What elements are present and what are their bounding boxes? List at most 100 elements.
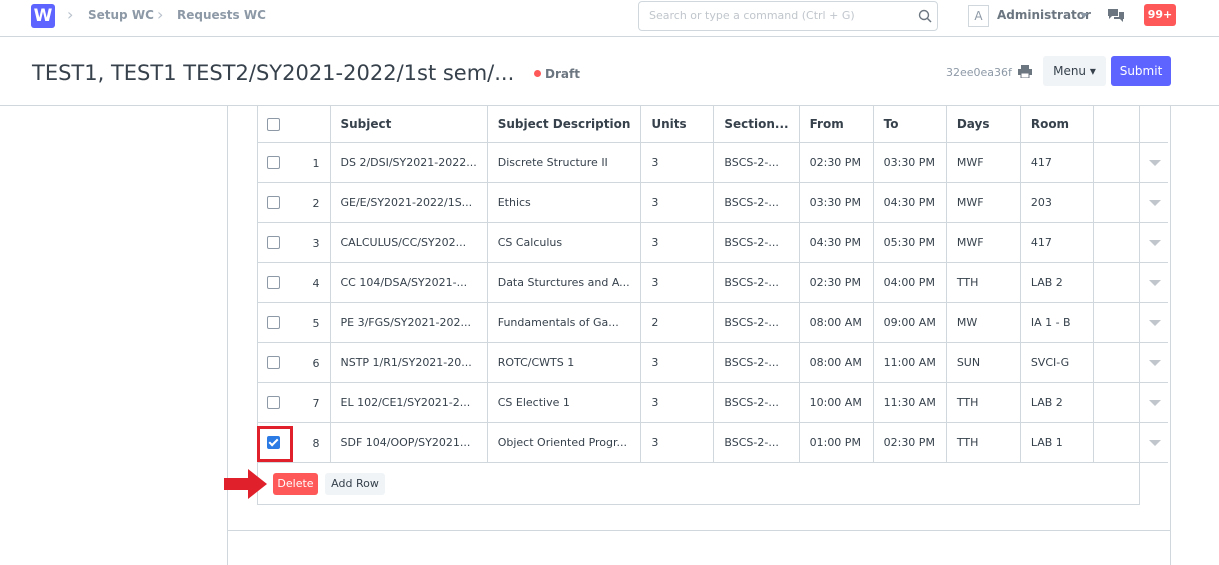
table-cell[interactable]: Fundamentals of Ga... — [486, 302, 642, 343]
user-menu[interactable]: Administrator — [997, 8, 1091, 22]
table-cell[interactable]: BSCS-2-... — [713, 382, 800, 423]
table-row[interactable]: 5 PE 3/FGS/SY2021-202... Fundamentals of G… — [257, 302, 1169, 343]
table-cell[interactable]: MWF — [945, 222, 1021, 263]
breadcrumb[interactable]: Setup WC — [88, 8, 154, 22]
table-cell[interactable]: 417 — [1019, 222, 1094, 263]
table-cell[interactable]: 3 — [640, 342, 715, 383]
table-cell[interactable]: GE/E/SY2021-2022/1S... — [329, 182, 488, 223]
checkbox[interactable] — [267, 156, 280, 169]
chat-icon[interactable] — [1108, 8, 1124, 23]
row-dropdown[interactable] — [1149, 359, 1162, 366]
checkbox[interactable] — [267, 196, 280, 209]
logo[interactable]: W — [31, 4, 55, 28]
submit-button[interactable]: Submit — [1111, 56, 1171, 86]
row-dropdown[interactable] — [1149, 399, 1162, 406]
table-cell[interactable]: SDF 104/OOP/SY2021... — [329, 422, 488, 463]
row-dropdown[interactable] — [1149, 439, 1162, 446]
table-cell[interactable]: BSCS-2-... — [713, 142, 800, 183]
row-dropdown[interactable] — [1149, 319, 1162, 326]
table-cell[interactable]: BSCS-2-... — [713, 342, 800, 383]
row-dropdown[interactable] — [1149, 159, 1162, 166]
row-dropdown[interactable] — [1149, 199, 1162, 206]
table-cell[interactable]: LAB 2 — [1019, 382, 1094, 423]
table-cell[interactable]: 08:00 AM — [798, 302, 874, 343]
table-cell[interactable]: 02:30 PM — [872, 422, 947, 463]
table-cell[interactable]: IA 1 - B — [1019, 302, 1094, 343]
table-cell[interactable]: MWF — [945, 142, 1021, 183]
table-cell[interactable]: 203 — [1019, 182, 1094, 223]
table-row[interactable]: 2 GE/E/SY2021-2022/1S... Ethics 3 BSCS-2-...… — [257, 182, 1169, 223]
table-cell[interactable]: MW — [945, 302, 1021, 343]
table-row[interactable]: 6 NSTP 1/R1/SY2021-20... ROTC/CWTS 1 3 BSCS-… — [257, 342, 1169, 383]
table-row[interactable]: 8 SDF 104/OOP/SY2021... Object Oriented Pr… — [257, 422, 1169, 463]
table-cell[interactable]: 04:00 PM — [872, 262, 947, 303]
table-cell[interactable]: BSCS-2-... — [713, 262, 800, 303]
menu-button[interactable]: Menu ▾ — [1043, 56, 1106, 86]
table-cell[interactable]: SUN — [945, 342, 1021, 383]
table-cell[interactable]: 2 — [640, 302, 715, 343]
table-cell[interactable]: BSCS-2-... — [713, 422, 800, 463]
table-cell[interactable]: 02:30 PM — [798, 262, 874, 303]
table-cell[interactable]: LAB 1 — [1019, 422, 1094, 463]
table-cell[interactable]: BSCS-2-... — [713, 182, 800, 223]
row-dropdown[interactable] — [1149, 239, 1162, 246]
checkbox[interactable] — [267, 396, 280, 409]
table-cell[interactable]: ROTC/CWTS 1 — [486, 342, 642, 383]
table-cell[interactable]: 3 — [640, 222, 715, 263]
table-cell[interactable]: 10:00 AM — [798, 382, 874, 423]
table-cell[interactable]: 08:00 AM — [798, 342, 874, 383]
table-cell[interactable]: CC 104/DSA/SY2021-... — [329, 262, 488, 303]
table-cell[interactable]: TTH — [945, 422, 1021, 463]
table-cell[interactable]: 3 — [640, 422, 715, 463]
checkbox[interactable] — [267, 316, 280, 329]
checkbox[interactable] — [267, 436, 280, 449]
table-cell[interactable]: Ethics — [486, 182, 642, 223]
print-icon[interactable] — [1018, 65, 1032, 78]
row-dropdown[interactable] — [1149, 279, 1162, 286]
table-row[interactable]: 1 DS 2/DSI/SY2021-2022... Discrete Structu… — [257, 142, 1169, 183]
table-row[interactable]: 4 CC 104/DSA/SY2021-... Data Sturctures an… — [257, 262, 1169, 303]
breadcrumb[interactable]: Requests WC — [177, 8, 266, 22]
checkbox[interactable] — [267, 276, 280, 289]
table-cell[interactable]: 417 — [1019, 142, 1094, 183]
notification-badge[interactable]: 99+ — [1144, 4, 1176, 26]
table-cell[interactable]: CS Calculus — [486, 222, 642, 263]
table-cell[interactable]: 04:30 PM — [798, 222, 874, 263]
table-cell[interactable]: TTH — [945, 262, 1021, 303]
table-cell[interactable]: SVCI-G — [1019, 342, 1094, 383]
table-cell[interactable]: 05:30 PM — [872, 222, 947, 263]
table-cell[interactable]: 3 — [640, 182, 715, 223]
table-cell[interactable]: BSCS-2-... — [713, 222, 800, 263]
table-cell[interactable]: 09:00 AM — [872, 302, 947, 343]
table-cell[interactable]: 02:30 PM — [798, 142, 874, 183]
table-cell[interactable]: 11:30 AM — [872, 382, 947, 423]
table-cell[interactable]: 04:30 PM — [872, 182, 947, 223]
table-cell[interactable]: PE 3/FGS/SY2021-202... — [329, 302, 488, 343]
table-cell[interactable]: BSCS-2-... — [713, 302, 800, 343]
checkbox[interactable] — [267, 118, 280, 131]
table-cell[interactable]: LAB 2 — [1019, 262, 1094, 303]
table-cell[interactable]: NSTP 1/R1/SY2021-20... — [329, 342, 488, 383]
table-cell[interactable]: Data Sturctures and A... — [486, 262, 642, 303]
table-cell[interactable]: MWF — [945, 182, 1021, 223]
table-cell[interactable]: 01:00 PM — [798, 422, 874, 463]
table-cell[interactable]: 03:30 PM — [798, 182, 874, 223]
search-box[interactable]: Search or type a command (Ctrl + G) — [638, 1, 938, 31]
table-cell[interactable]: Discrete Structure II — [486, 142, 642, 183]
add-row-button[interactable]: Add Row — [325, 473, 385, 495]
table-cell[interactable]: CS Elective 1 — [486, 382, 642, 423]
table-cell[interactable]: EL 102/CE1/SY2021-2... — [329, 382, 488, 423]
table-row[interactable]: 7 EL 102/CE1/SY2021-2... CS Elective 1 3 BSC… — [257, 382, 1169, 423]
table-cell[interactable]: 3 — [640, 142, 715, 183]
checkbox[interactable] — [267, 356, 280, 369]
table-row[interactable]: 3 CALCULUS/CC/SY202... CS Calculus 3 BSCS-2-… — [257, 222, 1169, 263]
delete-button[interactable]: Delete — [273, 473, 318, 495]
table-cell[interactable]: CALCULUS/CC/SY202... — [329, 222, 488, 263]
table-cell[interactable]: 11:00 AM — [872, 342, 947, 383]
table-cell[interactable]: Object Oriented Progr... — [486, 422, 642, 463]
table-cell[interactable]: 3 — [640, 262, 715, 303]
table-cell[interactable]: DS 2/DSI/SY2021-2022... — [329, 142, 488, 183]
table-cell[interactable]: 03:30 PM — [872, 142, 947, 183]
checkbox[interactable] — [267, 236, 280, 249]
avatar[interactable]: A — [968, 5, 989, 27]
